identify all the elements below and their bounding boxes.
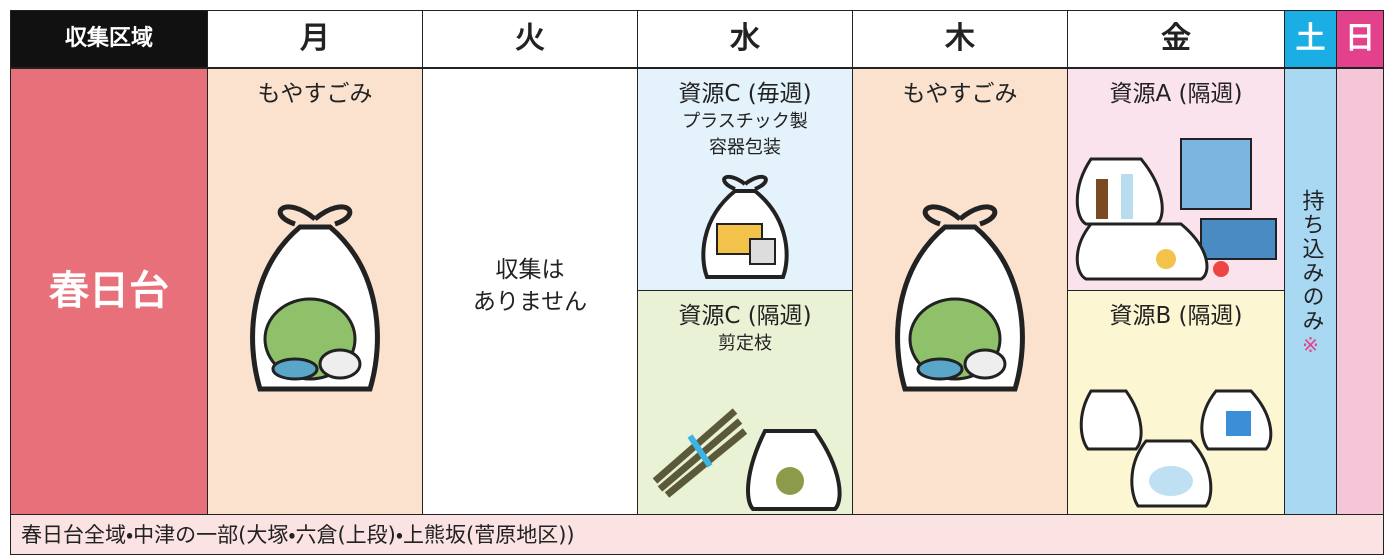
category-detail: 容器包装 [709,137,781,158]
garbage-bag-icon [895,204,1025,392]
day-header: 月 [207,10,423,68]
area-cell: 春日台 [10,68,208,515]
garbage-bag-icon [250,204,380,392]
resource-a-icon [1075,138,1277,281]
area-header: 収集区域 [10,10,208,68]
saturday-cell: 持ち込みのみ ※ [1284,68,1337,515]
tuesday-cell: 収集は ありません [422,68,638,515]
day-header: 土 [1284,10,1337,68]
category-label: もやすごみ [902,81,1018,107]
resource-b-icon [1079,389,1273,508]
thursday-cell: もやすごみ [852,68,1068,515]
branch-icon [652,408,842,511]
day-header: 木 [852,10,1068,68]
day-header: 日 [1336,10,1384,68]
footer-note: 春日台全域・中津の一部(大塚・六倉(上段)・上熊坂(菅原地区)) [10,514,1384,555]
category-label: 資源B (隔週) [1109,303,1243,329]
saturday-note: 持ち込みのみ [1298,189,1324,333]
category-label: もやすごみ [257,81,373,107]
category-label: 資源A (隔週) [1109,81,1243,107]
category-label: 資源C (隔週) [678,303,812,329]
plastic-bag-icon [701,174,789,279]
note-line: 収集は [495,257,565,283]
category-detail: 剪定枝 [718,333,772,354]
note-mark: ※ [1302,333,1319,357]
monday-cell: もやすごみ [207,68,423,515]
note-line: ありません [472,289,588,315]
category-label: 資源C (毎週) [678,81,812,107]
day-header: 金 [1067,10,1285,68]
day-header: 水 [637,10,853,68]
wednesday-top-cell: 資源C (毎週) プラスチック製 容器包装 [637,68,853,291]
day-header: 火 [422,10,638,68]
category-detail: プラスチック製 [682,111,808,132]
friday-bottom-cell: 資源B (隔週) [1067,290,1285,515]
wednesday-bottom-cell: 資源C (隔週) 剪定枝 [637,290,853,515]
sunday-cell [1336,68,1384,515]
friday-top-cell: 資源A (隔週) [1067,68,1285,291]
